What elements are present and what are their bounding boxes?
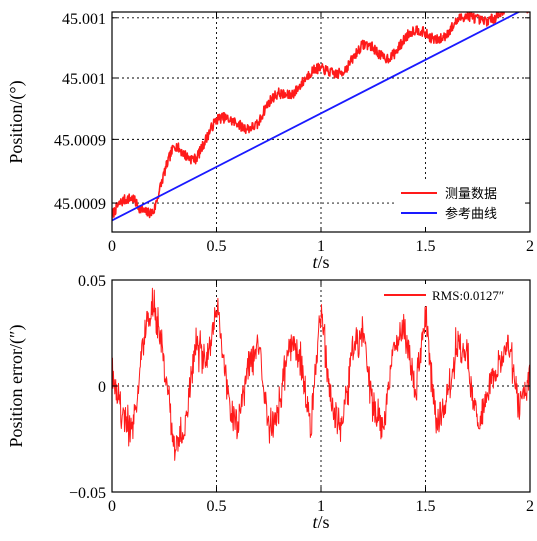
x-tick-label: 2 — [526, 498, 534, 515]
y-tick-label: −0.05 — [69, 485, 106, 502]
y-tick-label: 45.001 — [62, 71, 106, 88]
x-tick-label: 1.5 — [416, 238, 436, 255]
x-tick-label: 0 — [108, 238, 116, 255]
y-tick-label: 0 — [98, 379, 106, 396]
x-tick-label: 0.5 — [207, 238, 227, 255]
x-tick-label: 0.5 — [207, 498, 227, 515]
series-line-1 — [112, 287, 530, 461]
x-axis-label: t/s — [312, 512, 329, 532]
x-axis-label: t/s — [312, 252, 329, 272]
legend-label: 测量数据 — [445, 186, 497, 201]
legend-box — [397, 180, 525, 224]
legend-label: RMS:0.0127″ — [432, 288, 504, 303]
y-axis-label: Position error/(″) — [6, 325, 27, 448]
x-tick-label: 1 — [317, 238, 325, 255]
y-tick-label: 0.05 — [78, 273, 106, 290]
x-tick-label: 2 — [526, 238, 534, 255]
series-line-2 — [112, 12, 521, 222]
y-tick-label: 45.0009 — [54, 132, 106, 149]
series-line-1 — [112, 12, 530, 219]
legend: RMS:0.0127″ — [380, 284, 526, 306]
legend-label: 参考曲线 — [445, 206, 497, 221]
x-tick-label: 0 — [108, 498, 116, 515]
panel-1: 0 0.5 1 1.5 2 45.0009 45.0009 45.001 45.001 t/s Po… — [6, 11, 534, 272]
x-tick-label: 1.5 — [416, 498, 436, 515]
y-axis-label: Position/(°) — [6, 80, 27, 163]
legend-box — [380, 284, 526, 306]
x-tick-label: 1 — [317, 498, 325, 515]
y-tick-label: 45.0009 — [54, 196, 106, 213]
y-tick-label: 45.001 — [62, 11, 106, 28]
